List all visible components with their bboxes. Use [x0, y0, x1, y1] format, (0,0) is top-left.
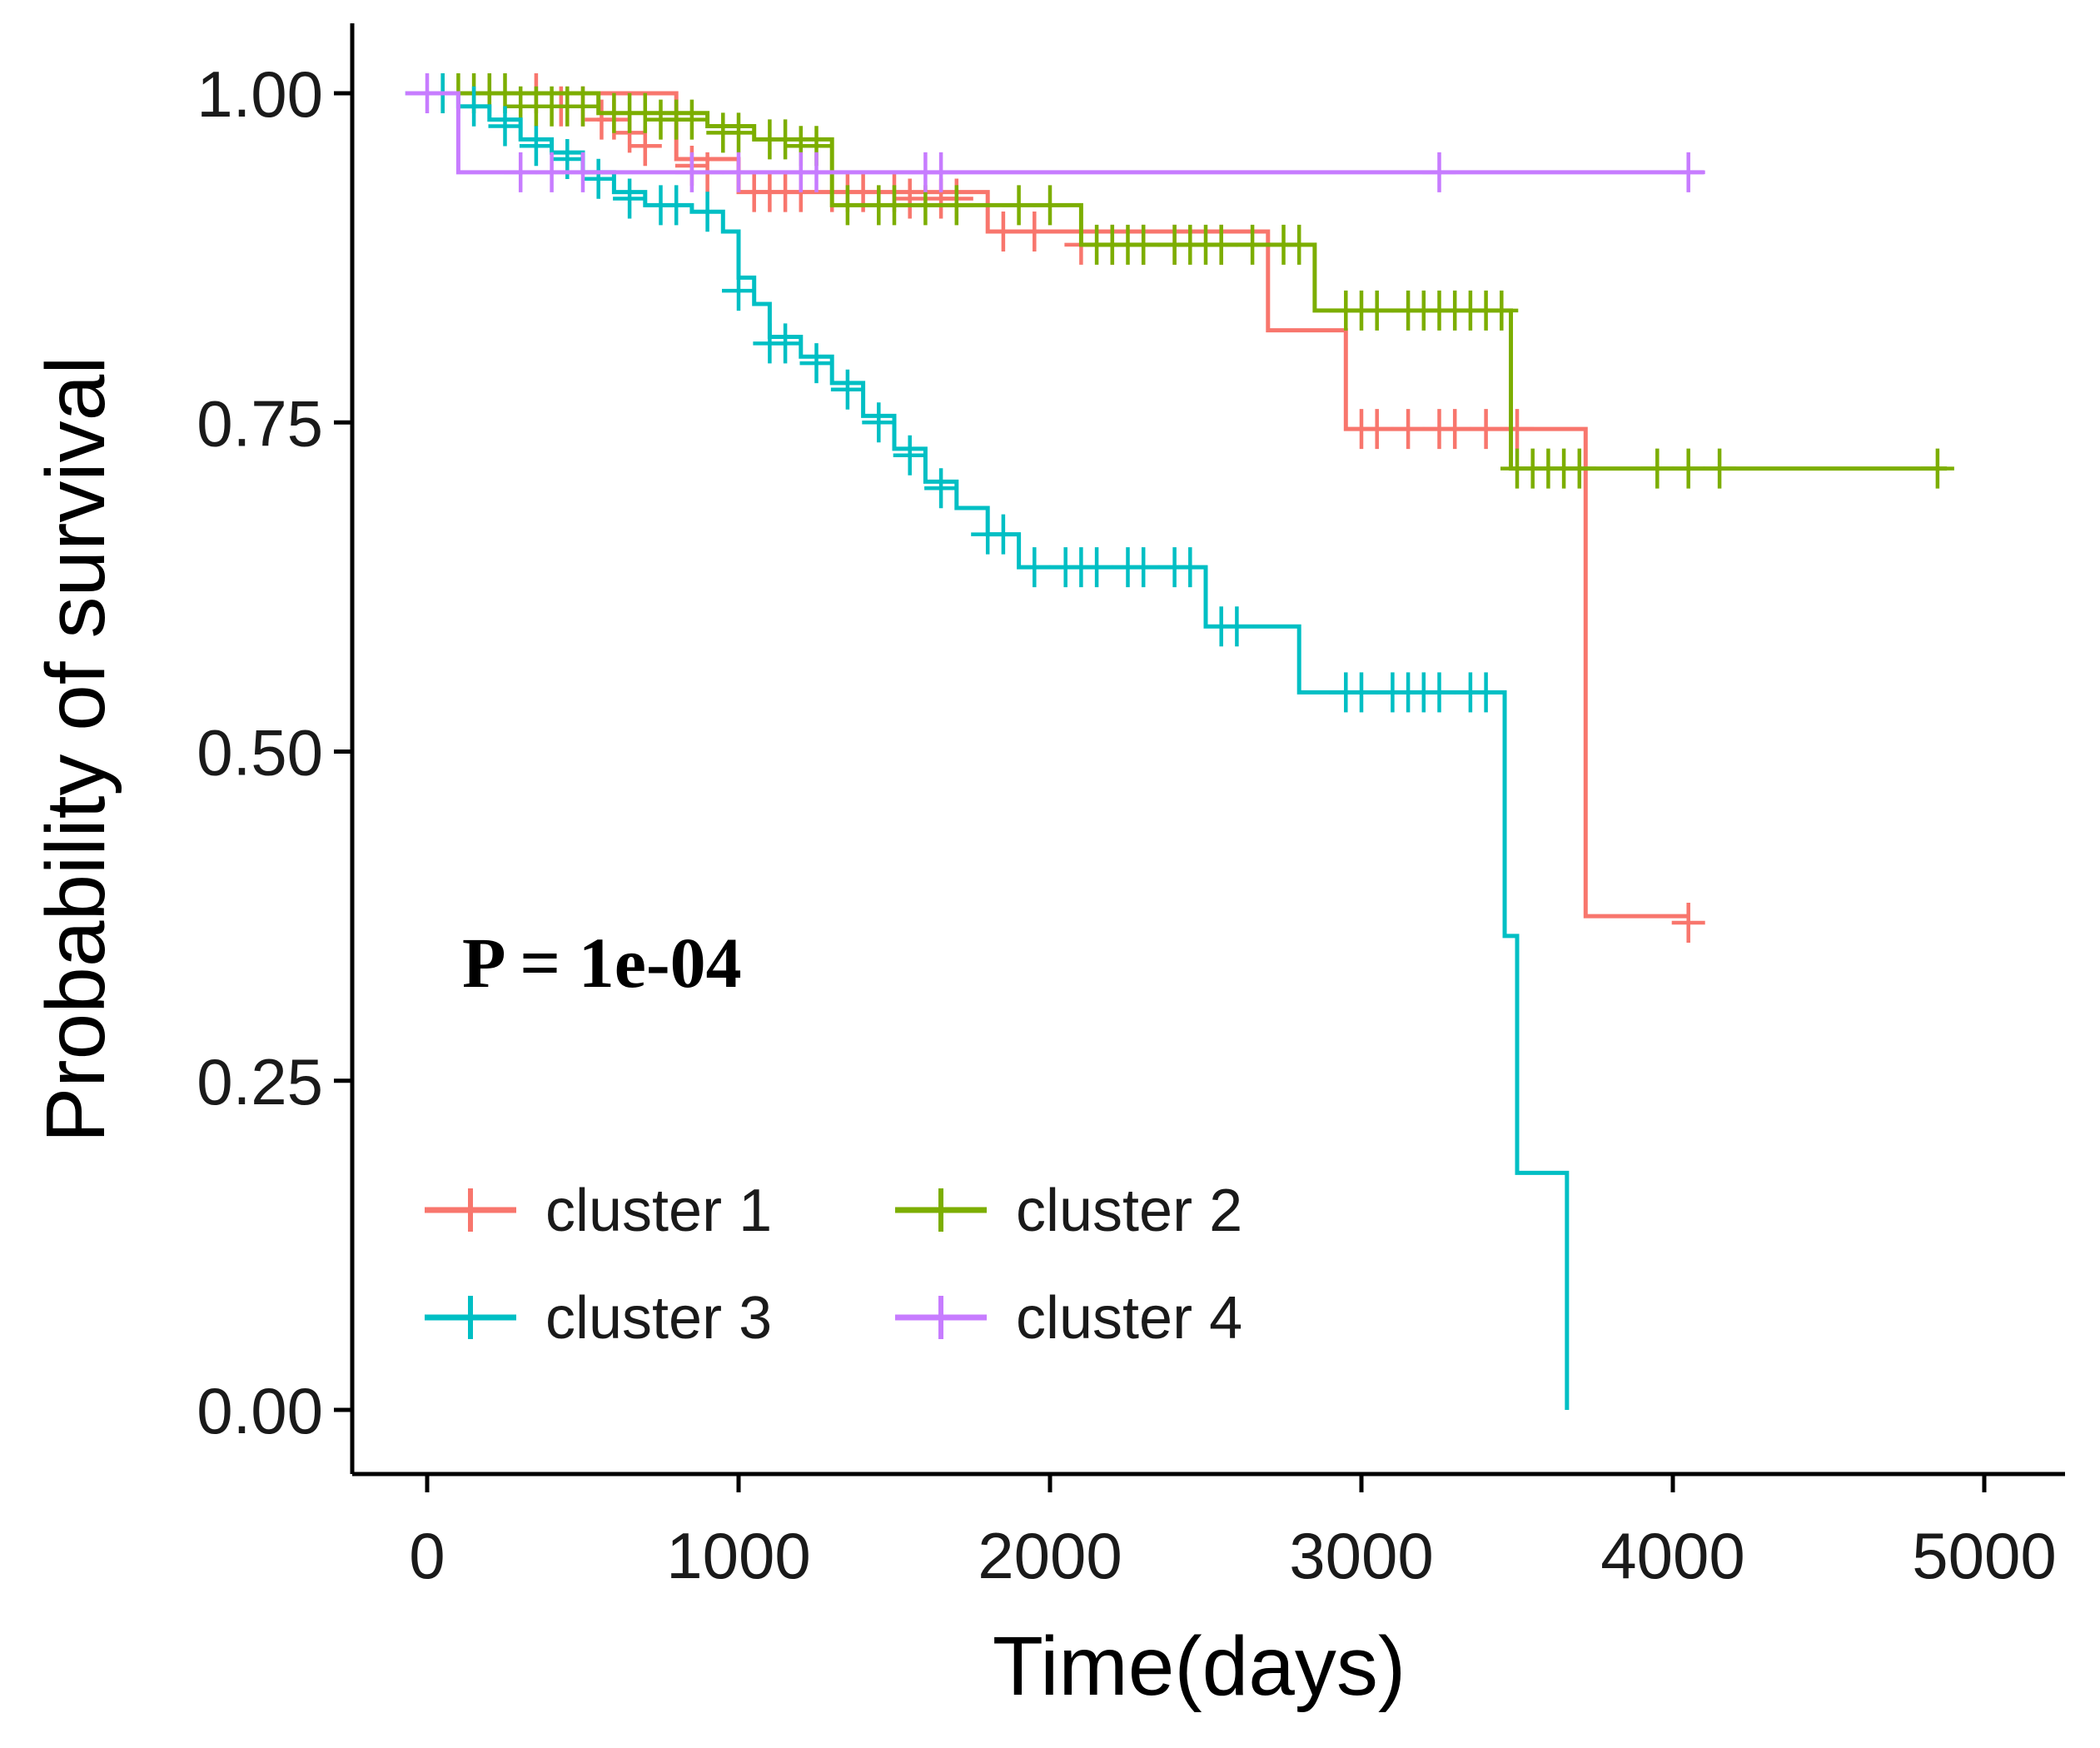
- y-axis-ticks: 0.00 0.25 0.50 0.75 1.00: [197, 57, 352, 1447]
- censor-mark: [1562, 448, 1596, 489]
- legend-label: cluster 2: [1016, 1178, 1242, 1244]
- censor-mark: [1236, 224, 1270, 265]
- censor-mark: [1671, 152, 1705, 192]
- y-tick-label: 0.00: [197, 1374, 323, 1447]
- y-tick-label: 0.75: [197, 386, 323, 460]
- censor-mark: [1469, 409, 1503, 450]
- legend: cluster 1 cluster 2 cluster 3 cluster 4: [425, 1178, 1242, 1352]
- censor-mark: [1703, 448, 1737, 489]
- censor-mark: [722, 271, 755, 311]
- censor-mark: [1127, 224, 1161, 265]
- censor-mark: [769, 119, 803, 160]
- x-axis-ticks: 0 1000 2000 3000 4000 5000: [409, 1474, 2057, 1592]
- censor-mark: [893, 435, 927, 476]
- censor-mark: [1640, 448, 1675, 489]
- y-axis-title: Probability of survival: [29, 356, 122, 1143]
- censor-mark: [1485, 290, 1519, 331]
- censor-mark: [924, 468, 958, 509]
- y-tick-label: 1.00: [197, 57, 323, 131]
- censor-mark: [1204, 224, 1238, 265]
- censor-mark: [1438, 409, 1472, 450]
- censor-mark: [613, 178, 647, 219]
- survival-curve: [405, 91, 1570, 1410]
- censor-mark: [1422, 672, 1456, 713]
- censor-mark: [1173, 547, 1207, 588]
- legend-label: cluster 3: [545, 1285, 772, 1352]
- p-value-annotation: P = 1e-04: [462, 923, 742, 1003]
- censor-mark: [1422, 152, 1456, 192]
- y-tick-label: 0.25: [197, 1045, 323, 1118]
- legend-item-cluster-1: cluster 1: [425, 1178, 772, 1244]
- x-tick-label: 0: [409, 1519, 445, 1592]
- censor-mark: [1018, 212, 1052, 252]
- censor-mark: [1671, 448, 1705, 489]
- censor-mark: [893, 178, 927, 219]
- censor-mark: [1282, 224, 1316, 265]
- censor-mark: [830, 185, 864, 226]
- censor-mark: [1127, 547, 1161, 588]
- censor-mark: [830, 369, 864, 410]
- censor-mark: [939, 185, 973, 226]
- censor-mark: [566, 86, 600, 127]
- censor-mark: [1671, 903, 1705, 944]
- censor-mark: [1220, 606, 1254, 647]
- censor-mark: [411, 73, 444, 113]
- censor-mark: [690, 192, 724, 232]
- legend-item-cluster-4: cluster 4: [895, 1285, 1242, 1352]
- x-tick-label: 3000: [1289, 1519, 1434, 1592]
- legend-item-cluster-3: cluster 3: [425, 1285, 772, 1352]
- censor-mark: [924, 152, 958, 192]
- censor-mark: [722, 152, 755, 192]
- legend-label: cluster 1: [545, 1178, 772, 1244]
- x-tick-label: 2000: [978, 1519, 1122, 1592]
- censor-mark: [1391, 409, 1426, 450]
- censor-mark: [535, 152, 569, 192]
- censor-mark: [566, 152, 600, 192]
- censor-mark: [581, 158, 615, 199]
- censor-mark: [1360, 409, 1394, 450]
- censor-mark: [1018, 547, 1052, 588]
- censor-mark: [1469, 672, 1503, 713]
- censor-mark: [722, 112, 755, 153]
- x-tick-label: 1000: [666, 1519, 811, 1592]
- censor-mark: [1345, 672, 1378, 713]
- censor-mark: [878, 185, 911, 226]
- censor-mark: [1360, 290, 1394, 331]
- series-cluster-4: [405, 73, 1705, 192]
- censor-mark: [1080, 547, 1114, 588]
- censor-mark: [457, 86, 491, 127]
- y-tick-label: 0.50: [197, 716, 323, 789]
- censor-mark: [519, 126, 553, 167]
- censor-mark: [799, 343, 834, 384]
- x-tick-label: 4000: [1600, 1519, 1745, 1592]
- legend-item-cluster-2: cluster 2: [895, 1178, 1242, 1244]
- censor-mark: [1002, 185, 1036, 226]
- survival-curves: [405, 73, 1954, 1410]
- censor-mark: [986, 212, 1020, 252]
- censor-mark: [674, 152, 709, 192]
- x-tick-label: 5000: [1912, 1519, 2057, 1592]
- legend-label: cluster 4: [1016, 1285, 1242, 1352]
- censor-mark: [1500, 409, 1534, 450]
- censor-mark: [862, 402, 896, 443]
- censor-mark: [1033, 185, 1067, 226]
- series-cluster-2: [425, 73, 1954, 489]
- censor-mark: [986, 514, 1020, 555]
- x-axis-title: Time(days): [993, 1620, 1406, 1713]
- censor-mark: [659, 185, 694, 226]
- censor-mark: [628, 92, 662, 133]
- censor-mark: [799, 152, 834, 192]
- censor-mark: [769, 323, 803, 364]
- censor-mark: [488, 106, 522, 147]
- censor-mark: [504, 152, 538, 192]
- censor-mark: [674, 99, 709, 140]
- censor-mark: [1920, 448, 1954, 489]
